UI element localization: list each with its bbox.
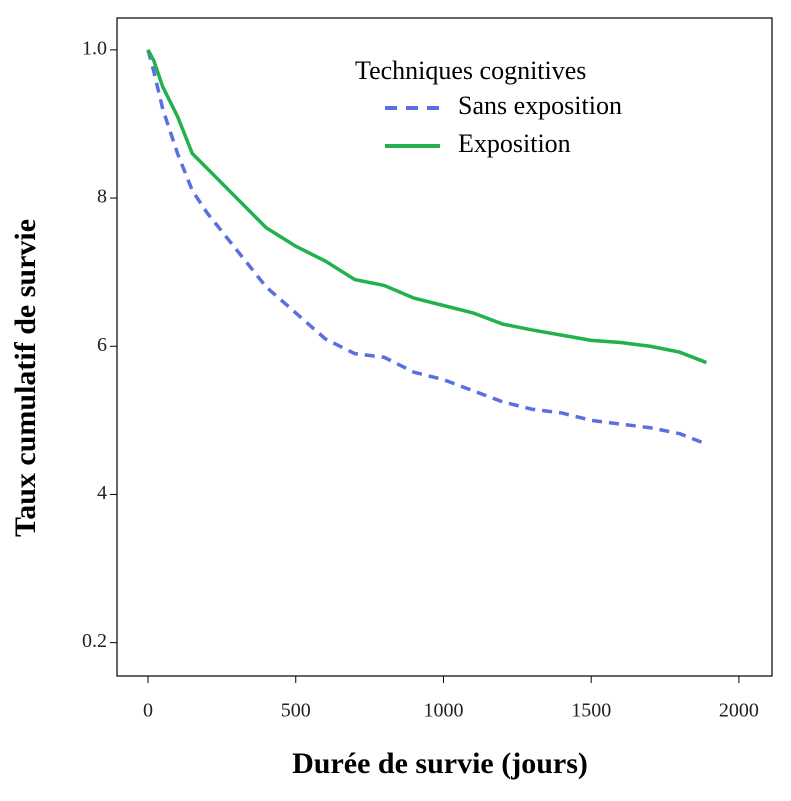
- plot-frame: [116, 17, 773, 677]
- survival-line: [146, 49, 708, 365]
- x-tick-label: 2000: [719, 700, 759, 722]
- y-tick-label: 0.2: [82, 630, 107, 652]
- y-tick-label: 1.0: [82, 37, 107, 59]
- y-tick-label: 6: [97, 334, 107, 356]
- y-tick-label: 8: [97, 186, 107, 208]
- legend-title: Techniques cognitives: [355, 56, 586, 85]
- legend-label: Sans exposition: [458, 91, 622, 120]
- y-tick-label: 4: [97, 482, 107, 504]
- x-axis-title: Durée de survie (jours): [292, 747, 588, 780]
- x-tick-label: 1000: [423, 700, 463, 722]
- survival-line: [146, 49, 708, 446]
- x-tick-label: 0: [143, 700, 153, 722]
- y-axis-title: Taux cumulatif de survie: [9, 219, 42, 537]
- legend-label: Exposition: [458, 129, 571, 158]
- x-tick-label: 500: [281, 700, 311, 722]
- x-tick-label: 1500: [571, 700, 611, 722]
